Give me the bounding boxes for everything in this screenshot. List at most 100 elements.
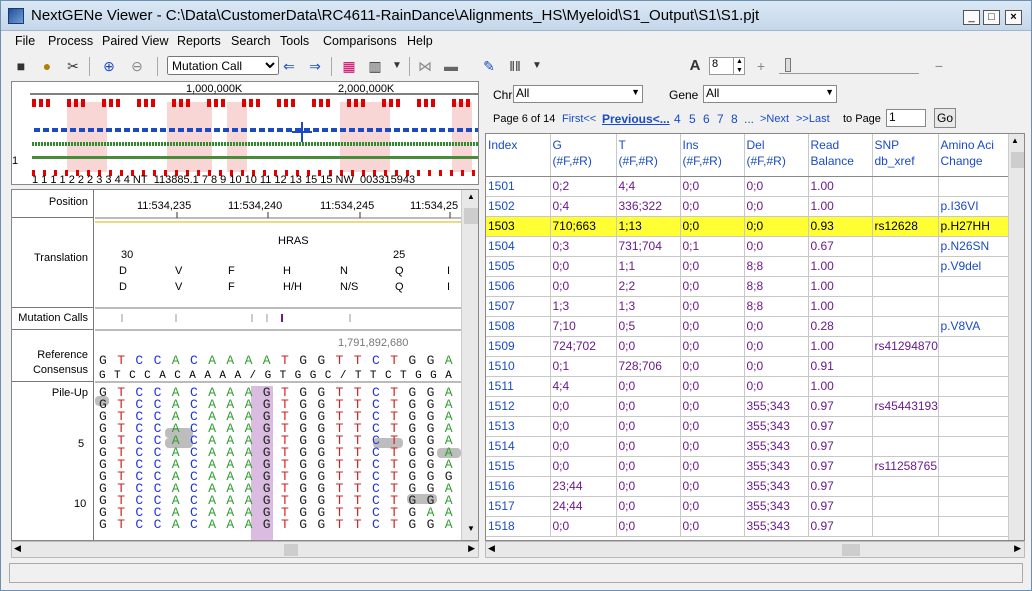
grid-cell[interactable]: 1.00 (808, 256, 873, 277)
minimize-button[interactable]: _ (963, 10, 980, 25)
grid-header[interactable]: G (#F,#R) (550, 134, 617, 177)
grid-cell[interactable]: 355;343 (744, 436, 809, 457)
tools-icon[interactable]: ✂ (67, 58, 79, 74)
zoom-out-icon[interactable]: ⊖ (131, 58, 143, 74)
grid-cell[interactable]: 1516 (486, 476, 551, 497)
grid-scroll-up-icon[interactable]: ▲ (1011, 136, 1019, 145)
camera-icon[interactable]: ▬ (444, 58, 458, 74)
grid-cell[interactable]: 0;0 (616, 336, 681, 357)
grid-cell[interactable]: 0;0 (680, 416, 745, 437)
dna-icon[interactable]: ⋈ (418, 58, 432, 74)
grid-header[interactable]: Read Balance (808, 134, 873, 177)
grid-cell[interactable]: 0;0 (680, 436, 745, 457)
grid-cell[interactable]: 728;706 (616, 356, 681, 377)
grid-cell[interactable]: 0;0 (680, 196, 745, 217)
last-page-link[interactable]: >>Last (796, 113, 830, 125)
grid-row[interactable]: 1504 0;3 731;704 0;1 0;0 0.67 p.N26SN (486, 236, 1009, 257)
grid-cell[interactable] (872, 356, 939, 377)
grid-cell[interactable]: 355;343 (744, 396, 809, 417)
grid-cell[interactable]: 1506 (486, 276, 551, 297)
grid-cell[interactable] (938, 336, 1009, 357)
grid-cell[interactable] (872, 316, 939, 337)
grid-cell[interactable]: 0;1 (550, 356, 617, 377)
variant-grid[interactable]: Index G (#F,#R) T (#F,#R) Ins (#F,#R) Del (#F,#R… (485, 133, 1025, 541)
grid-cell[interactable]: 0;0 (744, 216, 809, 237)
grid-row[interactable]: 1502 0;4 336;322 0;0 0;0 1.00 p.I36VI (486, 196, 1009, 217)
grid-cell[interactable] (938, 496, 1009, 517)
grid-cell[interactable]: 0;0 (680, 476, 745, 497)
scroll-down-icon[interactable]: ▼ (467, 524, 475, 533)
grid-cell[interactable]: 0;1 (680, 236, 745, 257)
grid-cell[interactable]: 0.97 (808, 516, 873, 537)
grid-row[interactable]: 1508 7;10 0;5 0;0 0;0 0.28 p.V8VA (486, 316, 1009, 337)
grid-cell[interactable]: 1503 (486, 216, 551, 237)
grid-scroll-thumb[interactable] (1011, 152, 1024, 168)
grid-cell[interactable]: p.V8VA (938, 316, 1009, 337)
grid-cell[interactable]: 0;0 (680, 396, 745, 417)
grid-cell[interactable]: 0.97 (808, 456, 873, 477)
font-size-input[interactable]: 8 (709, 57, 745, 75)
grid-scroll-right-icon[interactable]: ▶ (1014, 543, 1021, 553)
menu-help[interactable]: Help (407, 34, 433, 48)
menu-file[interactable]: File (15, 34, 36, 48)
grid-cell[interactable]: 710;663 (550, 216, 617, 237)
grid-hscroll-thumb[interactable] (842, 544, 860, 556)
grid-cell[interactable]: 0;0 (680, 516, 745, 537)
grid-cell[interactable]: 1;3 (616, 296, 681, 317)
menu-reports[interactable]: Reports (177, 34, 221, 48)
grid-row[interactable]: 1510 0;1 728;706 0;0 0;0 0.91 (486, 356, 1009, 377)
zoom-slider[interactable] (779, 60, 919, 74)
grid-cell[interactable] (872, 256, 939, 277)
grid-cell[interactable] (938, 376, 1009, 397)
grid-row[interactable]: 1505 0;0 1;1 0;0 8;8 1.00 p.V9del (486, 256, 1009, 277)
color-grid-icon[interactable]: ▦ (342, 58, 356, 74)
grid-cell[interactable]: 0;0 (744, 356, 809, 377)
grid-cell[interactable] (938, 516, 1009, 537)
grid-cell[interactable] (938, 456, 1009, 477)
grid-cell[interactable]: 0;2 (550, 176, 617, 197)
grid-cell[interactable] (938, 276, 1009, 297)
scroll-thumb[interactable] (464, 208, 478, 224)
next-page-link[interactable]: >Next (760, 113, 790, 125)
grid-row[interactable]: 1517 24;44 0;0 0;0 355;343 0.97 (486, 496, 1009, 517)
grid-cell[interactable]: 1;13 (616, 216, 681, 237)
grid-cell[interactable]: 0.91 (808, 356, 873, 377)
grid-cell[interactable]: 7;10 (550, 316, 617, 337)
grid-cell[interactable] (938, 476, 1009, 497)
zoom-slider-thumb[interactable] (785, 58, 791, 72)
columns-icon[interactable]: ▥ (368, 58, 382, 74)
font-size-spinner[interactable]: ▲ ▼ (733, 57, 745, 75)
grid-cell[interactable]: 0;0 (680, 456, 745, 477)
grid-cell[interactable]: 0;0 (744, 316, 809, 337)
grid-cell[interactable]: 0;0 (616, 416, 681, 437)
save-icon[interactable]: ■ (16, 58, 26, 74)
grid-cell[interactable]: 1513 (486, 416, 551, 437)
grid-cell[interactable]: 0;4 (550, 196, 617, 217)
grid-cell[interactable]: 1511 (486, 376, 551, 397)
grid-cell[interactable]: 24;44 (550, 496, 617, 517)
grid-header[interactable]: T (#F,#R) (616, 134, 681, 177)
grid-cell[interactable]: 1518 (486, 516, 551, 537)
grid-horizontal-scrollbar[interactable]: ◀ ▶ (485, 541, 1025, 558)
grid-row[interactable]: 1511 4;4 0;0 0;0 0;0 1.00 (486, 376, 1009, 397)
grid-cell[interactable]: rs41294870 (872, 336, 939, 357)
grid-cell[interactable]: 1;1 (616, 256, 681, 277)
grid-header[interactable]: Index (486, 134, 551, 177)
grid-cell[interactable]: 0;0 (550, 516, 617, 537)
grid-cell[interactable]: 23;44 (550, 476, 617, 497)
grid-cell[interactable]: 0.93 (808, 216, 873, 237)
grid-cell[interactable]: 0.97 (808, 496, 873, 517)
grid-cell[interactable] (872, 196, 939, 217)
grid-cell[interactable]: 1.00 (808, 296, 873, 317)
to-page-input[interactable]: 1 (886, 109, 926, 127)
grid-row[interactable]: 1506 0;0 2;2 0;0 8;8 1.00 (486, 276, 1009, 297)
grid-cell[interactable]: 0;0 (550, 396, 617, 417)
grid-cell[interactable]: 8;8 (744, 256, 809, 277)
page-link-5[interactable]: 5 (689, 112, 696, 126)
grid-cell[interactable]: 1515 (486, 456, 551, 477)
grid-cell[interactable]: 0;0 (616, 396, 681, 417)
page-link-8[interactable]: 8 (731, 112, 738, 126)
grid-cell[interactable]: rs45443193 (872, 396, 939, 417)
barcode-icon[interactable]: ‖‖ (509, 58, 521, 74)
grid-header[interactable]: SNP db_xref (872, 134, 939, 177)
